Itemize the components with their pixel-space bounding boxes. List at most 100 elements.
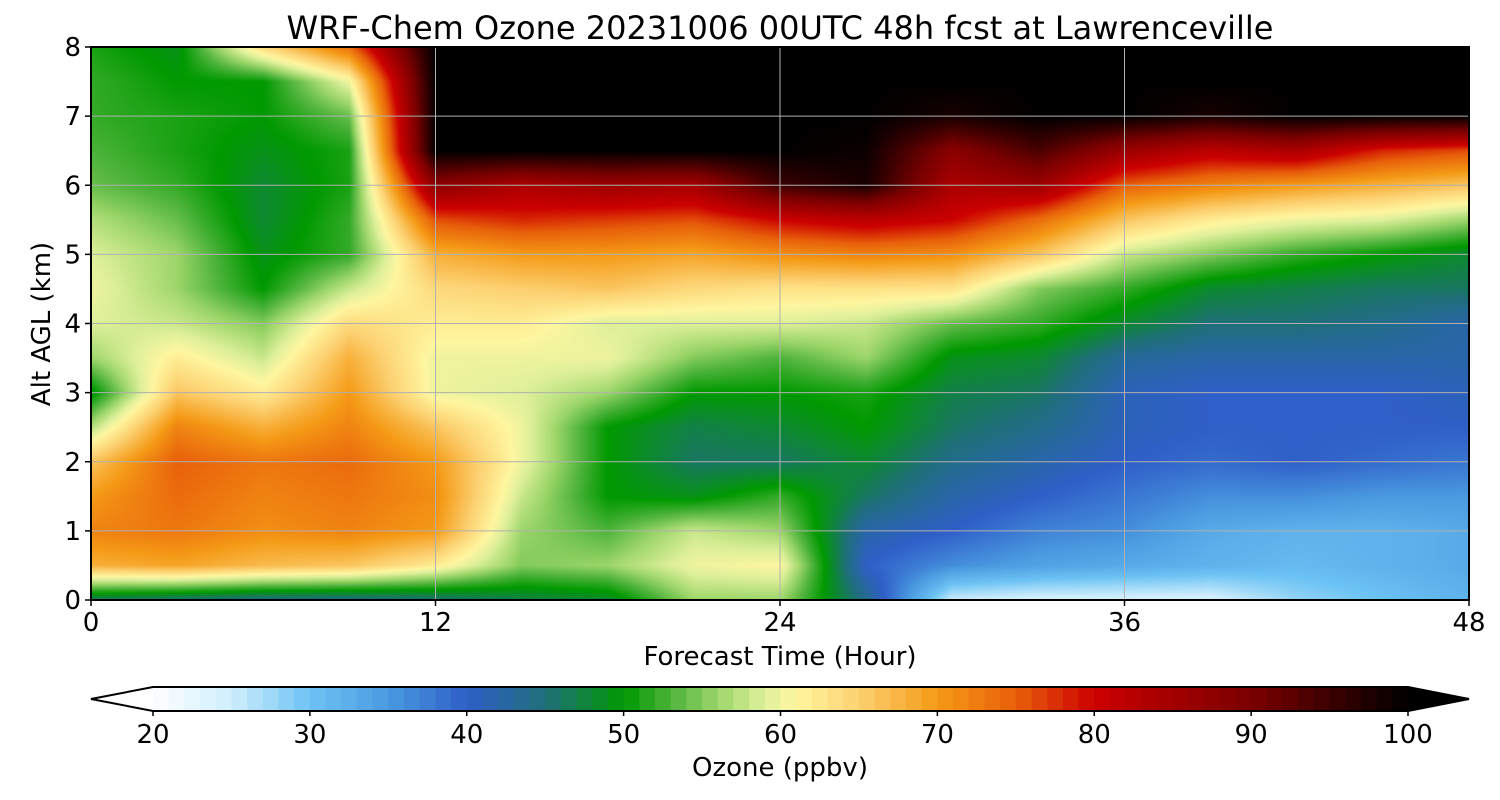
colorbar-level bbox=[890, 687, 907, 711]
colorbar-level bbox=[984, 687, 1001, 711]
colorbar-level bbox=[874, 687, 891, 711]
colorbar-tick-label: 20 bbox=[136, 720, 169, 750]
colorbar-level bbox=[780, 687, 797, 711]
y-tick-label: 1 bbox=[64, 517, 81, 547]
y-tick-label: 2 bbox=[64, 448, 81, 478]
colorbar-level bbox=[529, 687, 546, 711]
colorbar-level bbox=[843, 687, 860, 711]
colorbar-level bbox=[1392, 687, 1409, 711]
colorbar-tick-label: 60 bbox=[764, 720, 797, 750]
colorbar-level bbox=[435, 687, 452, 711]
y-tick-label: 5 bbox=[64, 240, 81, 270]
colorbar-level bbox=[560, 687, 578, 711]
colorbar-level bbox=[733, 687, 750, 711]
colorbar-level bbox=[482, 687, 499, 711]
colorbar-level bbox=[968, 687, 986, 711]
colorbar-level bbox=[513, 687, 531, 711]
colorbar-level bbox=[309, 687, 327, 711]
colorbar-tick-label: 100 bbox=[1383, 720, 1433, 750]
colorbar-tick-label: 50 bbox=[607, 720, 640, 750]
colorbar-level bbox=[1219, 687, 1237, 711]
colorbar-level bbox=[953, 687, 970, 711]
colorbar-level bbox=[215, 687, 233, 711]
colorbar-level bbox=[184, 687, 201, 711]
colorbar-level bbox=[1345, 687, 1362, 711]
colorbar-extend-min bbox=[91, 687, 153, 711]
x-tick-label: 12 bbox=[419, 608, 452, 638]
colorbar-level bbox=[811, 687, 829, 711]
colorbar-level bbox=[1078, 687, 1095, 711]
colorbar-level bbox=[262, 687, 280, 711]
colorbar-extend-max bbox=[1408, 687, 1469, 711]
colorbar-level bbox=[1204, 687, 1221, 711]
colorbar-level bbox=[1015, 687, 1033, 711]
chart-title: WRF-Chem Ozone 20231006 00UTC 48h fcst a… bbox=[287, 9, 1274, 47]
colorbar-level bbox=[1047, 687, 1064, 711]
colorbar-label: Ozone (ppbv) bbox=[692, 753, 868, 783]
grid-lines bbox=[91, 47, 1469, 600]
colorbar-level bbox=[827, 687, 844, 711]
x-tick-label: 48 bbox=[1452, 608, 1485, 638]
colorbar-level bbox=[1125, 687, 1142, 711]
colorbar-level bbox=[639, 687, 656, 711]
y-tick-label: 8 bbox=[64, 33, 81, 63]
colorbar-tick-label: 30 bbox=[293, 720, 326, 750]
colorbar-tick-label: 40 bbox=[450, 720, 483, 750]
colorbar-level bbox=[1109, 687, 1127, 711]
colorbar-level bbox=[906, 687, 923, 711]
colorbar-level bbox=[1172, 687, 1189, 711]
colorbar-level bbox=[670, 687, 687, 711]
colorbar-level bbox=[1360, 687, 1378, 711]
colorbar-level bbox=[1282, 687, 1299, 711]
colorbar-level bbox=[153, 687, 170, 711]
colorbar-level bbox=[623, 687, 640, 711]
colorbar-level bbox=[372, 687, 389, 711]
colorbar-level bbox=[796, 687, 813, 711]
colorbar-level bbox=[388, 687, 405, 711]
x-tick-label: 24 bbox=[763, 608, 796, 638]
colorbar-level bbox=[1031, 687, 1048, 711]
y-tick-label: 6 bbox=[64, 171, 81, 201]
y-tick-label: 0 bbox=[64, 586, 81, 616]
colorbar-level bbox=[1251, 687, 1268, 711]
colorbar-level bbox=[1000, 687, 1017, 711]
colorbar-level bbox=[356, 687, 374, 711]
colorbar-level bbox=[231, 687, 248, 711]
colorbar-level bbox=[686, 687, 703, 711]
colorbar-level bbox=[1094, 687, 1111, 711]
colorbar-level bbox=[749, 687, 766, 711]
y-tick-label: 3 bbox=[64, 379, 81, 409]
colorbar-level bbox=[717, 687, 735, 711]
y-tick-label: 4 bbox=[64, 310, 81, 340]
colorbar-level bbox=[200, 687, 217, 711]
colorbar-level bbox=[278, 687, 295, 711]
colorbar-level bbox=[1062, 687, 1080, 711]
colorbar-level bbox=[1376, 687, 1393, 711]
colorbar-level bbox=[325, 687, 342, 711]
colorbar-level bbox=[545, 687, 562, 711]
colorbar-level bbox=[419, 687, 436, 711]
colorbar-level bbox=[576, 687, 593, 711]
colorbar-level bbox=[1329, 687, 1346, 711]
colorbar-level bbox=[1235, 687, 1252, 711]
colorbar-level bbox=[247, 687, 264, 711]
colorbar-ticks: 20 30 40 50 60 70 80 90 100 bbox=[136, 711, 1433, 750]
colorbar-tick-label: 70 bbox=[921, 720, 954, 750]
x-tick-label: 0 bbox=[83, 608, 100, 638]
colorbar-level bbox=[168, 687, 185, 711]
colorbar bbox=[90, 686, 1470, 712]
colorbar-level bbox=[1188, 687, 1205, 711]
colorbar-level bbox=[858, 687, 876, 711]
colorbar-level bbox=[1157, 687, 1174, 711]
colorbar-level bbox=[607, 687, 625, 711]
colorbar-tick-label: 80 bbox=[1078, 720, 1111, 750]
colorbar-level bbox=[764, 687, 782, 711]
colorbar-level bbox=[294, 687, 311, 711]
colorbar-level bbox=[937, 687, 954, 711]
colorbar-level bbox=[1266, 687, 1284, 711]
y-axis-ticks: 0 1 2 3 4 5 6 7 8 bbox=[64, 33, 91, 616]
colorbar-level bbox=[1298, 687, 1315, 711]
colorbar-level bbox=[655, 687, 672, 711]
x-tick-label: 36 bbox=[1108, 608, 1141, 638]
colorbar-level bbox=[404, 687, 421, 711]
